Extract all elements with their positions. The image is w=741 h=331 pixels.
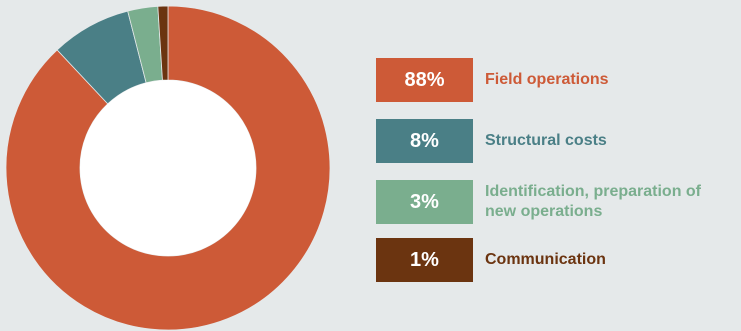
legend-label-communication: Communication — [485, 251, 606, 268]
legend-label-field-operations: Field operations — [485, 71, 609, 88]
legend-item-field-operations: 88% Field operations — [376, 58, 609, 102]
donut-hole — [80, 80, 256, 256]
legend-swatch-field-operations: 88% — [376, 58, 473, 102]
legend-label-identification: Identification, preparation of new opera… — [485, 183, 702, 220]
legend-label-structural-costs: Structural costs — [485, 132, 607, 149]
legend-item-identification: 3% Identification, preparation of new op… — [376, 180, 735, 224]
legend-swatch-structural-costs: 8% — [376, 119, 473, 163]
legend-swatch-identification: 3% — [376, 180, 473, 224]
legend-swatch-communication: 1% — [376, 238, 473, 282]
legend-item-communication: 1% Communication — [376, 238, 606, 282]
legend-item-structural-costs: 8% Structural costs — [376, 119, 607, 163]
